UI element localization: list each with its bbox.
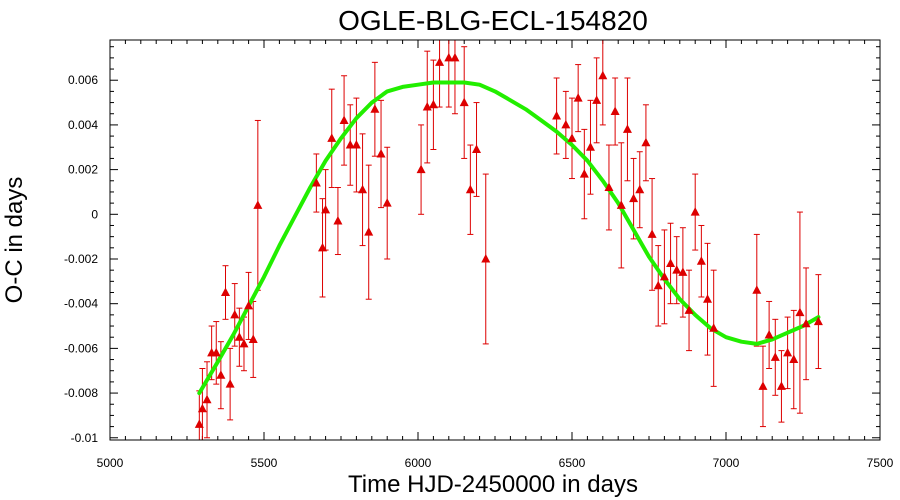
- data-point: [472, 144, 482, 153]
- data-point: [678, 267, 688, 276]
- data-point: [358, 184, 368, 194]
- data-point: [481, 253, 491, 263]
- data-point: [211, 347, 221, 357]
- x-tick-label: 6500: [559, 456, 586, 470]
- data-points: [194, 52, 823, 428]
- x-tick-label: 7000: [713, 456, 740, 470]
- data-point: [318, 242, 328, 252]
- data-point: [592, 95, 602, 104]
- data-point: [561, 119, 571, 129]
- data-point: [616, 200, 626, 209]
- data-point: [629, 193, 639, 203]
- y-tick-label: 0.002: [68, 163, 98, 177]
- data-point: [244, 300, 254, 310]
- data-point: [225, 379, 235, 388]
- fit-curve: [197, 80, 821, 396]
- fit-curve-group: [197, 80, 821, 396]
- x-tick-label: 7500: [867, 456, 894, 470]
- data-point: [696, 256, 706, 265]
- data-point: [622, 124, 632, 133]
- data-point: [770, 352, 780, 361]
- data-point: [604, 182, 614, 191]
- data-point: [552, 110, 562, 120]
- data-point: [444, 52, 454, 62]
- data-point: [428, 99, 438, 109]
- data-point: [752, 285, 762, 294]
- y-tick-label: -0.008: [64, 386, 98, 400]
- data-point: [567, 133, 577, 142]
- y-tick-label: -0.01: [71, 431, 99, 445]
- data-point: [703, 294, 713, 303]
- x-tick-label: 6000: [405, 456, 432, 470]
- y-tick-label: -0.004: [64, 297, 98, 311]
- data-point: [789, 354, 799, 364]
- data-point: [783, 347, 793, 357]
- data-point: [311, 178, 321, 187]
- data-point: [585, 142, 595, 151]
- data-point: [801, 318, 811, 328]
- data-point: [422, 102, 432, 111]
- data-point: [653, 280, 663, 290]
- data-point: [573, 93, 583, 102]
- data-point: [579, 169, 589, 178]
- data-point: [370, 104, 380, 113]
- y-tick-label: -0.002: [64, 252, 98, 266]
- data-point: [333, 216, 343, 225]
- data-point: [382, 198, 392, 207]
- data-point: [351, 140, 361, 149]
- data-point: [709, 323, 719, 332]
- data-point: [321, 204, 331, 214]
- data-point: [764, 329, 774, 339]
- data-point: [465, 184, 475, 194]
- data-point: [459, 97, 469, 107]
- data-point: [450, 52, 460, 62]
- data-point: [221, 287, 230, 297]
- y-tick-label: 0.004: [68, 118, 98, 132]
- data-point: [239, 338, 249, 348]
- data-point: [795, 307, 805, 317]
- data-point: [758, 381, 768, 390]
- x-tick-label: 5500: [251, 456, 278, 470]
- data-point: [641, 137, 651, 147]
- data-point: [635, 184, 645, 194]
- data-point: [327, 133, 337, 142]
- x-axis-label: Time HJD-2450000 in days: [348, 471, 638, 498]
- data-point: [376, 148, 386, 158]
- data-point: [248, 334, 258, 343]
- data-point: [666, 258, 676, 267]
- data-point: [216, 370, 226, 379]
- y-tick-label: 0.006: [68, 73, 98, 87]
- x-tick-label: 5000: [97, 456, 124, 470]
- data-point: [435, 57, 445, 66]
- plot-frame: [109, 39, 881, 441]
- data-point: [416, 164, 426, 174]
- y-tick-label: -0.006: [64, 341, 98, 355]
- y-axis-label: O-C in days: [1, 177, 28, 304]
- data-point: [230, 309, 240, 319]
- data-point: [659, 271, 669, 281]
- data-point: [598, 70, 608, 80]
- data-point: [813, 316, 823, 326]
- data-point: [776, 381, 786, 390]
- data-point: [234, 332, 244, 341]
- data-point: [672, 265, 682, 274]
- data-point: [690, 207, 700, 216]
- data-point: [197, 403, 207, 413]
- y-tick-label: 0: [91, 207, 98, 221]
- data-point: [253, 200, 263, 209]
- data-point: [202, 394, 212, 404]
- data-point: [684, 305, 694, 314]
- data-point: [345, 140, 355, 149]
- data-point: [610, 106, 620, 116]
- data-point: [339, 115, 349, 124]
- data-point: [364, 227, 374, 236]
- data-point: [647, 229, 657, 238]
- data-point: [194, 419, 204, 428]
- axis-ticks: 5000 5500 6000 6500 7000 7500 -0.01 -0.008 -0.00…: [64, 40, 894, 470]
- chart-title: OGLE-BLG-ECL-154820: [338, 5, 648, 36]
